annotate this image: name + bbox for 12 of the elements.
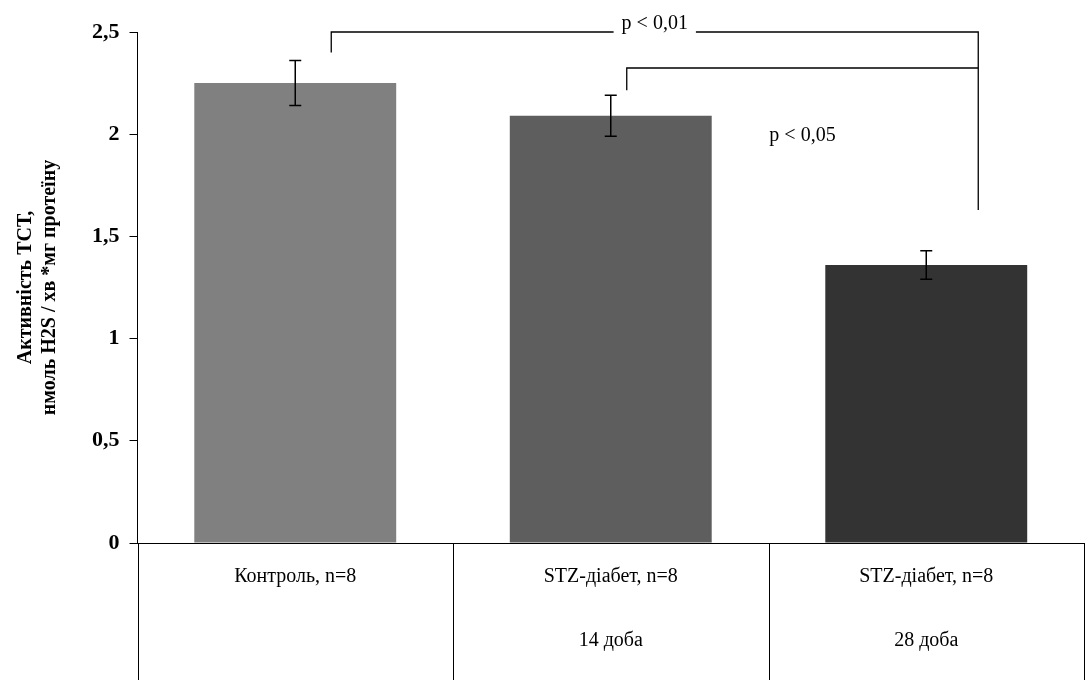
y-tick-label: 2 — [108, 119, 120, 145]
y-tick-label: 2,5 — [92, 17, 120, 43]
annotation: p < 0,05 — [769, 123, 836, 147]
y-axis-title: Активність ТСТ, нмоль H2S / хв *мг протеїну — [13, 159, 61, 416]
x-tick-label: Контроль, n=8 — [234, 564, 357, 588]
y-tick-label: 1 — [108, 324, 120, 350]
category-label: STZ-діабет, n=8 14 доба — [543, 564, 678, 651]
y-tick-label: 0,5 — [92, 426, 120, 452]
y-tick-label: 0 — [108, 528, 120, 554]
y-tick-label: 1,5 — [92, 222, 120, 248]
annotation: p < 0,01 — [621, 11, 688, 35]
category-label: STZ-діабет, n=8 28 доба — [859, 564, 994, 651]
